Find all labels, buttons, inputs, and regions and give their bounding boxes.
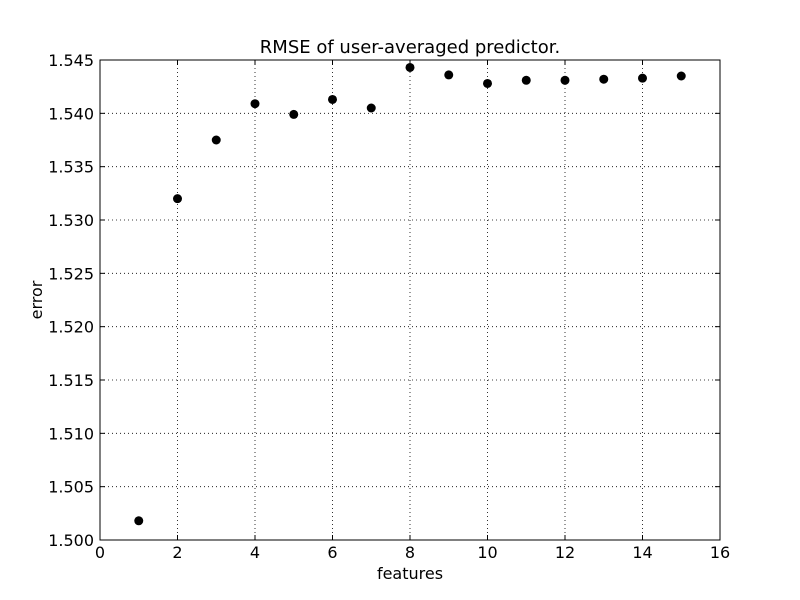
data-point xyxy=(483,78,492,88)
y-tick-label: 1.525 xyxy=(48,264,94,283)
x-tick-label: 2 xyxy=(172,543,182,562)
x-axis-label: features xyxy=(377,564,443,583)
chart-title: RMSE of user-averaged predictor. xyxy=(260,37,560,58)
x-tick-labels: 0 2 4 6 8 10 12 14 16 xyxy=(95,543,730,562)
data-point xyxy=(366,103,376,113)
plot-area-frame xyxy=(99,59,721,541)
y-tick-label: 1.535 xyxy=(48,158,94,177)
data-point xyxy=(250,99,260,109)
data-point xyxy=(444,70,454,80)
x-tick-label: 14 xyxy=(632,543,652,562)
data-point xyxy=(134,516,144,526)
data-point xyxy=(211,135,221,145)
y-tick-label: 1.510 xyxy=(48,424,94,443)
x-tick-label: 4 xyxy=(250,543,260,562)
x-tick-label: 12 xyxy=(555,543,575,562)
data-point xyxy=(560,75,570,85)
data-point xyxy=(289,109,299,119)
data-point xyxy=(599,74,609,84)
data-point xyxy=(173,194,182,204)
x-tick-label: 6 xyxy=(327,543,337,562)
x-tick-label: 16 xyxy=(710,543,730,562)
y-tick-labels: 1.500 1.505 1.510 1.515 1.520 1.525 1.530 1.535… xyxy=(48,51,94,550)
y-tick-label: 1.530 xyxy=(48,211,94,230)
data-points xyxy=(134,62,686,526)
data-point xyxy=(521,75,531,85)
y-tick-label: 1.540 xyxy=(48,104,94,123)
y-axis-label: error xyxy=(27,280,46,319)
y-tick-label: 1.515 xyxy=(48,371,94,390)
grid-lines xyxy=(99,59,721,541)
x-tick-label: 0 xyxy=(95,543,105,562)
y-tick-label: 1.505 xyxy=(48,478,94,497)
y-tick-label: 1.500 xyxy=(48,531,94,550)
y-tick-label: 1.545 xyxy=(48,51,94,70)
data-point xyxy=(328,94,337,104)
data-point xyxy=(405,62,415,72)
data-point xyxy=(676,71,686,81)
data-point xyxy=(638,73,647,83)
x-tick-label: 8 xyxy=(405,543,415,562)
y-tick-label: 1.520 xyxy=(48,318,94,337)
x-tick-label: 10 xyxy=(477,543,497,562)
